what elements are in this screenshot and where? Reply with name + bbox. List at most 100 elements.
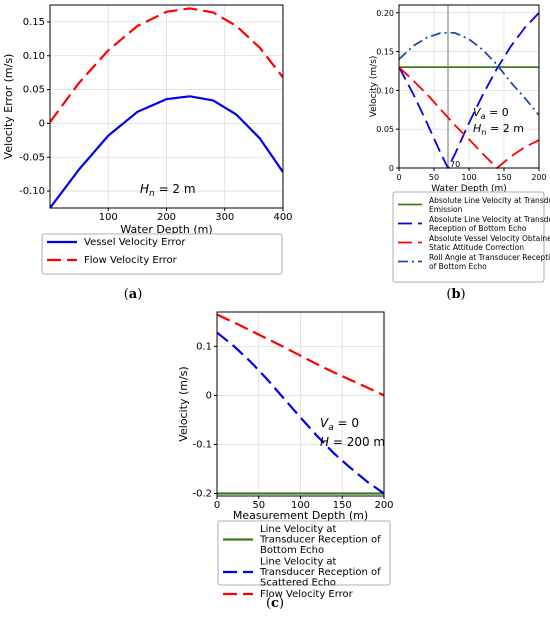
x-tick-label: 50 [252,500,265,511]
legend-label-line: Scattered Echo [260,578,336,589]
legend-label-line: Flow Velocity Error [84,255,178,266]
legend-label-1: Vessel Velocity Error [84,237,186,248]
x-axis-label: Water Depth (m) [120,223,212,236]
y-tick-label: 0.20 [376,9,394,18]
x-tick-label: 100 [291,500,310,511]
y-tick-label: 0.10 [376,86,394,95]
legend-label-3: Flow Velocity Error [260,589,354,600]
panel-paren: ) [279,596,284,611]
y-tick-label: 0 [39,118,45,129]
series-line-2 [399,12,539,169]
panel-letter: a [129,287,138,302]
series-line-3 [217,313,384,397]
x-tick-label: 150 [333,500,352,511]
panel-paren: ( [446,287,451,302]
legend-label-line: Bottom Echo [260,545,324,556]
annotation-var: V [473,106,482,119]
x-tick-label: 300 [215,212,234,223]
y-tick-label: 0 [206,390,212,401]
y-axis-label: Velocity Error (m/s) [2,54,15,160]
annotation: Va = 0 [320,416,359,433]
legend-label-line: Vessel Velocity Error [84,237,186,248]
legend-box [41,233,283,275]
annotation-sub: a [481,111,486,121]
legend-label-line: Line Velocity at [260,524,337,535]
x-tick-label: 50 [429,173,439,182]
legend-label-line: Absolute Line Velocity at Transducer [429,196,550,205]
y-tick-label: 0.15 [23,17,45,28]
y-axis-label: Velocity (m/s) [177,366,190,441]
panel-paren: ( [266,596,271,611]
annotation-rest: = 200 m [329,435,385,449]
legend-label-line: Roll Angle at Transducer Reception [429,253,550,262]
series-line-4 [399,32,539,116]
legend-box [217,520,391,586]
legend-label-1: Line Velocity at Transducer Reception of B… [259,524,381,556]
annotation-rest: = 0 [334,416,359,430]
legend-label-2: Flow Velocity Error [84,255,178,266]
x-axis-label: Measurement Depth (m) [233,509,368,522]
x-tick-label: 200 [157,212,176,223]
legend-label-line: Absolute Vessel Velocity Obtained by [429,234,550,243]
legend-box [392,191,545,283]
legend-label-line: Transducer Reception of [259,535,381,546]
annotation-rest: = 2 m [155,182,196,196]
legend-label-2: Absolute Line Velocity at TransducerRece… [429,215,550,233]
x-tick-label: 200 [374,500,393,511]
panel-paren: ( [124,287,129,302]
panel-paren: ) [137,287,142,302]
legend-label-1: Absolute Line Velocity at TransducerEmis… [429,196,550,214]
annotation: Hn = 2 m [473,122,524,137]
marker-label: 70 [450,160,460,169]
panel-label: (c) [266,596,284,611]
x-tick-label: 100 [99,212,118,223]
legend-label-line: Reception of Bottom Echo [429,224,527,233]
series-line-2 [50,7,283,123]
y-axis-label: Velocity (m/s) [369,56,379,118]
legend-label-line: Absolute Line Velocity at Transducer [429,215,550,224]
annotation: H = 200 m [320,435,385,449]
annotation-var: H [320,435,329,449]
y-tick-label: -0.05 [19,152,45,163]
y-tick-label: 0.05 [23,85,45,96]
y-tick-label: -0.2 [192,489,212,500]
x-tick-label: 0 [396,173,401,182]
legend-label-line: Transducer Reception of [259,567,381,578]
panel-letter: c [271,596,279,611]
chart-c: 0 50 100 150 200 -0.2 -0.1 0 0.1 Measurement Dept… [177,311,394,611]
legend-label-3: Absolute Vessel Velocity Obtained byStat… [429,234,550,252]
annotation: Hn = 2 m [140,182,196,199]
annotation-sub: n [149,189,155,199]
chart-a: 100 200 300 400 -0.10 -0.05 0 0.05 0.10 0.15 Water… [2,4,293,302]
annotation-var: H [473,122,481,135]
series-line-3 [399,66,539,169]
legend-label-2: Line Velocity at Transducer Reception of S… [259,557,381,589]
y-tick-label: 0.10 [23,51,45,62]
panel-label: (a) [124,287,143,302]
x-tick-label: 0 [214,500,220,511]
x-tick-label: 200 [531,173,546,182]
annotation-rest: = 0 [486,106,509,119]
x-tick-label: 100 [461,173,476,182]
x-tick-label: 150 [496,173,511,182]
legend-label-4: Roll Angle at Transducer Reception of Bot… [429,253,550,271]
annotation-rest: = 2 m [487,122,524,135]
legend-label-line: Emission [429,205,463,214]
annotation-var: H [140,182,149,196]
x-axis-label: Water Depth (m) [431,184,507,194]
panel-paren: ) [461,287,466,302]
panel-letter: b [451,287,460,302]
series-line-1 [50,95,283,209]
annotation: Va = 0 [473,106,509,121]
annotation-sub: a [328,423,334,433]
legend-label-line: Static Attitude Correction [429,243,524,252]
y-tick-label: 0.1 [196,341,212,352]
x-tick-label: 400 [273,212,292,223]
legend-label-line: of Bottom Echo [429,262,487,271]
annotation-var: V [320,416,329,430]
panel-label: (b) [446,287,465,302]
annotation-sub: n [481,127,486,137]
legend-label-line: Line Velocity at [260,557,337,568]
y-tick-label: 0.15 [376,48,394,57]
